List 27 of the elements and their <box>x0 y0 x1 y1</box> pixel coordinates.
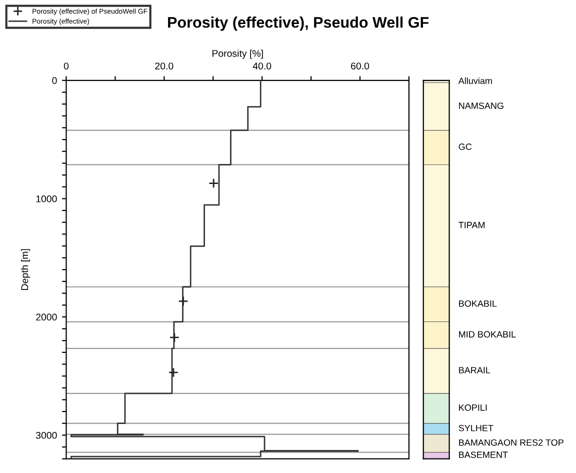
line-series <box>70 80 359 459</box>
x-tick-label: 0 <box>64 62 69 70</box>
series-label: MID BOKABIL <box>459 331 516 338</box>
series-label: GC <box>458 144 472 150</box>
x-axis-title: Porosity [%] <box>212 50 263 59</box>
series-label: TIPAM <box>458 222 485 228</box>
chart-title: Porosity (effective), Pseudo Well GF <box>168 16 429 31</box>
series-label: KOPILI <box>459 404 487 411</box>
y-tick-label: 2000 <box>36 314 57 321</box>
point <box>208 178 219 188</box>
series-label: BAMANGAON RES2 TOP <box>459 439 564 446</box>
series-label: BOKABIL <box>459 300 497 307</box>
x-tick-label: 60.0 <box>351 62 370 70</box>
y-tick-label: 3000 <box>36 432 57 439</box>
series-label: BASEMENT <box>459 452 508 458</box>
point <box>169 332 180 343</box>
x-tick-label: 20.0 <box>155 62 174 70</box>
y-tick-label: 1000 <box>36 195 57 202</box>
point <box>168 367 179 378</box>
series-label: BARAIL <box>459 367 490 374</box>
y-axis-title: Depth [m] <box>20 249 30 290</box>
y-tick-label: 0 <box>52 77 57 84</box>
series-label: SYLHET <box>458 424 494 432</box>
series-label: Alluviam <box>458 77 492 84</box>
point <box>178 296 188 306</box>
series-label: NAMSANG <box>459 102 504 109</box>
x-tick-label: 40.0 <box>252 62 272 70</box>
